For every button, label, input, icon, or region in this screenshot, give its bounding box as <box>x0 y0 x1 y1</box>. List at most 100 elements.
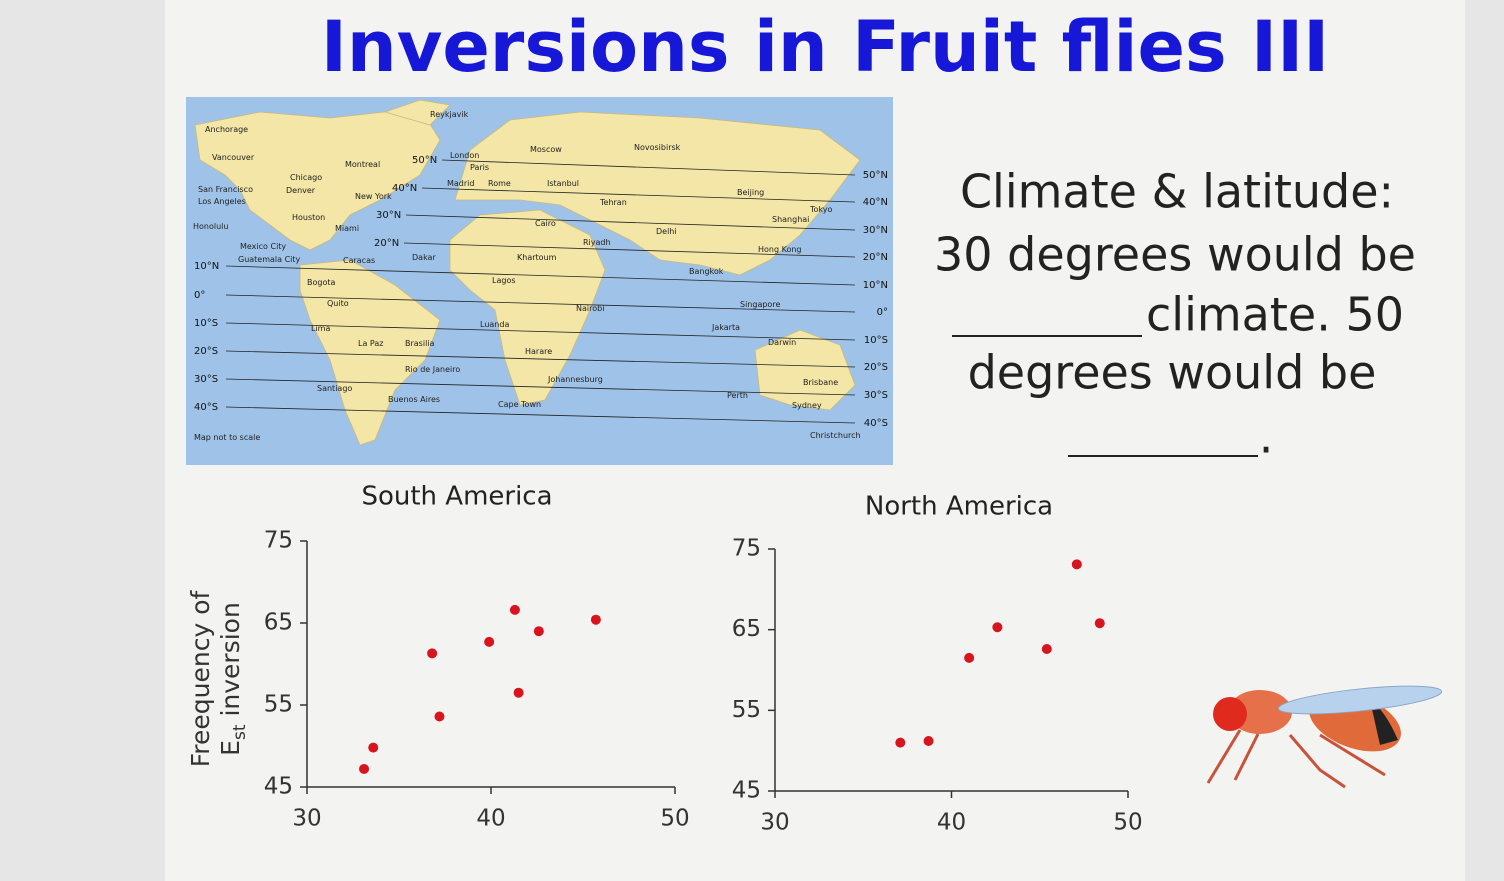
latitude-line <box>225 350 856 368</box>
latitude-label: 10°N <box>863 280 888 291</box>
latitude-label: 30°S <box>194 374 218 385</box>
latitude-label: 30°S <box>864 390 888 401</box>
city-label: Caracas <box>343 256 375 265</box>
chart-title: South America <box>361 482 552 512</box>
eurasia <box>454 111 861 276</box>
latitude-line <box>405 214 856 231</box>
slide-title: Inversions in Fruit flies III <box>321 6 1329 88</box>
city-label: Perth <box>727 391 748 400</box>
latitude-line <box>225 406 856 424</box>
latitude-line <box>225 378 856 396</box>
latitude-label: 40°S <box>864 418 888 429</box>
city-label: Hong Kong <box>758 245 802 254</box>
city-label: Madrid <box>447 179 474 188</box>
city-label: London <box>450 151 479 160</box>
city-label: Harare <box>525 347 552 356</box>
latitude-label: 20°S <box>864 362 888 373</box>
point <box>427 648 438 659</box>
y-tick-label: 55 <box>732 697 761 723</box>
y-tick-label: 75 <box>264 528 293 554</box>
city-label: Jakarta <box>711 323 740 332</box>
fruit-fly <box>1206 685 1443 789</box>
city-label: Rome <box>488 179 511 188</box>
city-label: Anchorage <box>205 125 248 134</box>
y-tick-label: 65 <box>264 610 293 636</box>
point <box>1094 618 1105 629</box>
city-label: Bangkok <box>689 267 724 276</box>
x-tick-label: 50 <box>1113 810 1142 836</box>
point <box>1041 644 1052 655</box>
city-label: Cape Town <box>498 400 541 409</box>
latitude-label: 30°N <box>863 225 888 236</box>
point <box>368 742 379 753</box>
latitude-label: 20°N <box>374 238 399 249</box>
city-label: Cairo <box>535 219 556 228</box>
x-tick-label: 50 <box>660 806 689 832</box>
scale-note: Map not to scale <box>194 433 260 442</box>
prompt-line: Climate & latitude: <box>960 165 1394 219</box>
city-label: Dakar <box>412 253 436 262</box>
city-label: Reykjavik <box>430 110 469 119</box>
latitude-label: 0° <box>194 290 205 301</box>
latitude-label: 50°N <box>412 155 437 166</box>
latitude-label: 40°N <box>863 197 888 208</box>
latitude-label: 10°S <box>864 335 888 346</box>
city-label: Beijing <box>737 188 764 197</box>
city-label: Istanbul <box>547 179 579 188</box>
city-label: Montreal <box>345 160 380 169</box>
point <box>434 711 445 722</box>
y-tick-label: 45 <box>264 774 293 800</box>
latitude-line <box>225 322 856 341</box>
latitude-label: 10°N <box>194 261 219 272</box>
point <box>923 735 934 746</box>
city-label: Sydney <box>792 401 822 410</box>
prompt-line: degrees would be <box>968 346 1377 400</box>
city-label: Quito <box>327 299 349 308</box>
city-label: Los Angeles <box>198 197 246 206</box>
point <box>509 604 520 615</box>
label-subscript: st <box>230 724 250 740</box>
city-label: Khartoum <box>517 253 557 262</box>
city-label: La Paz <box>358 339 383 348</box>
latitude-line <box>441 159 856 176</box>
label-main: E <box>216 740 245 756</box>
point <box>513 687 524 698</box>
city-label: Brasilia <box>405 339 435 348</box>
city-label: Lima <box>311 324 330 333</box>
x-tick-label: 30 <box>292 806 321 832</box>
city-label: Chicago <box>290 173 322 182</box>
latitude-line <box>225 294 856 313</box>
point <box>1071 559 1082 570</box>
x-tick-label: 40 <box>937 810 966 836</box>
greenland <box>383 99 451 126</box>
city-label: Luanda <box>480 320 509 329</box>
x-tick-label: 30 <box>760 810 789 836</box>
y-axis-label-line: Est inversion <box>216 602 250 756</box>
city-label: Rio de Janeiro <box>405 365 460 374</box>
y-axis-label-line: Freequency of <box>186 590 215 768</box>
city-label: Denver <box>286 186 316 195</box>
label-rest: inversion <box>216 602 245 724</box>
point <box>359 763 370 774</box>
world-map <box>186 97 893 465</box>
point <box>533 626 544 637</box>
city-label: Santiago <box>317 384 352 393</box>
prompt-line: 30 degrees would be <box>934 228 1416 282</box>
city-label: Darwin <box>768 338 796 347</box>
city-label: Guatemala City <box>238 255 301 264</box>
city-label: Shanghai <box>772 215 809 224</box>
point <box>992 622 1003 633</box>
latitude-label: 20°S <box>194 346 218 357</box>
city-label: Nairobi <box>576 304 604 313</box>
latitude-label: 20°N <box>863 252 888 263</box>
city-label: Delhi <box>656 227 677 236</box>
latitude-label: 0° <box>877 307 888 318</box>
city-label: Buenos Aires <box>388 395 440 404</box>
y-tick-label: 45 <box>732 778 761 804</box>
city-label: Riyadh <box>583 238 611 247</box>
prompt-line: . <box>1259 410 1274 464</box>
latitude-label: 10°S <box>194 318 218 329</box>
city-label: Houston <box>292 213 325 222</box>
y-tick-label: 65 <box>732 616 761 642</box>
